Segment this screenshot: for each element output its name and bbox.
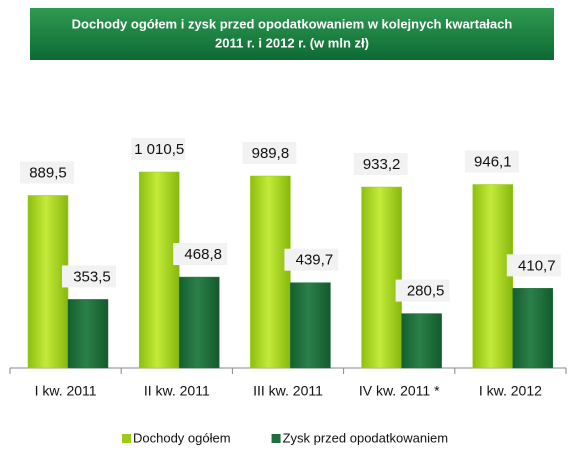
value-label-bg: [173, 243, 228, 266]
value-label: 410,7: [518, 257, 556, 274]
bar: [472, 184, 514, 369]
bar: [512, 288, 554, 369]
x-tick-label: II kw. 2011: [144, 383, 210, 399]
value-label-bg: [131, 138, 186, 160]
chart-title: Dochody ogółem i zysk przed opodatkowani…: [72, 16, 513, 31]
value-label: 280,5: [407, 283, 445, 300]
value-label: 353,5: [73, 268, 111, 285]
value-label: 933,2: [363, 156, 401, 173]
bar: [290, 282, 331, 369]
x-tick-label: IV kw. 2011 *: [359, 383, 440, 399]
bar: [401, 313, 442, 369]
value-label: 468,8: [184, 246, 222, 263]
title-box: [30, 8, 554, 60]
value-label: 946,1: [474, 153, 512, 170]
bar: [178, 276, 220, 369]
x-tick-label: I kw. 2011: [35, 383, 97, 399]
value-label-bg: [62, 265, 116, 288]
legend-label: Dochody ogółem: [133, 430, 231, 445]
legend-label: Zysk przed opodatkowaniem: [283, 430, 448, 445]
legend-swatch: [122, 434, 131, 443]
bar: [27, 195, 69, 369]
value-label-bg: [284, 248, 339, 271]
bar: [138, 171, 180, 369]
bar: [361, 186, 402, 369]
value-label-bg: [395, 279, 450, 302]
bar: [250, 175, 291, 369]
value-label-bg: [506, 254, 561, 277]
value-label-bg: [20, 161, 74, 184]
x-tick-label: I kw. 2012: [479, 383, 542, 399]
value-label-bg: [464, 150, 519, 173]
value-label: 889,5: [29, 164, 67, 181]
value-label: 989,8: [252, 145, 290, 162]
chart-title: 2011 r. i 2012 r. (w mln zł): [215, 35, 369, 50]
legend-swatch: [271, 434, 281, 443]
value-label-bg: [242, 142, 297, 165]
value-label: 439,7: [296, 252, 334, 269]
bar: [67, 299, 109, 369]
x-tick-label: III kw. 2011: [253, 383, 323, 399]
value-label-bg: [353, 152, 408, 175]
value-label: 1 010,5: [134, 141, 184, 158]
